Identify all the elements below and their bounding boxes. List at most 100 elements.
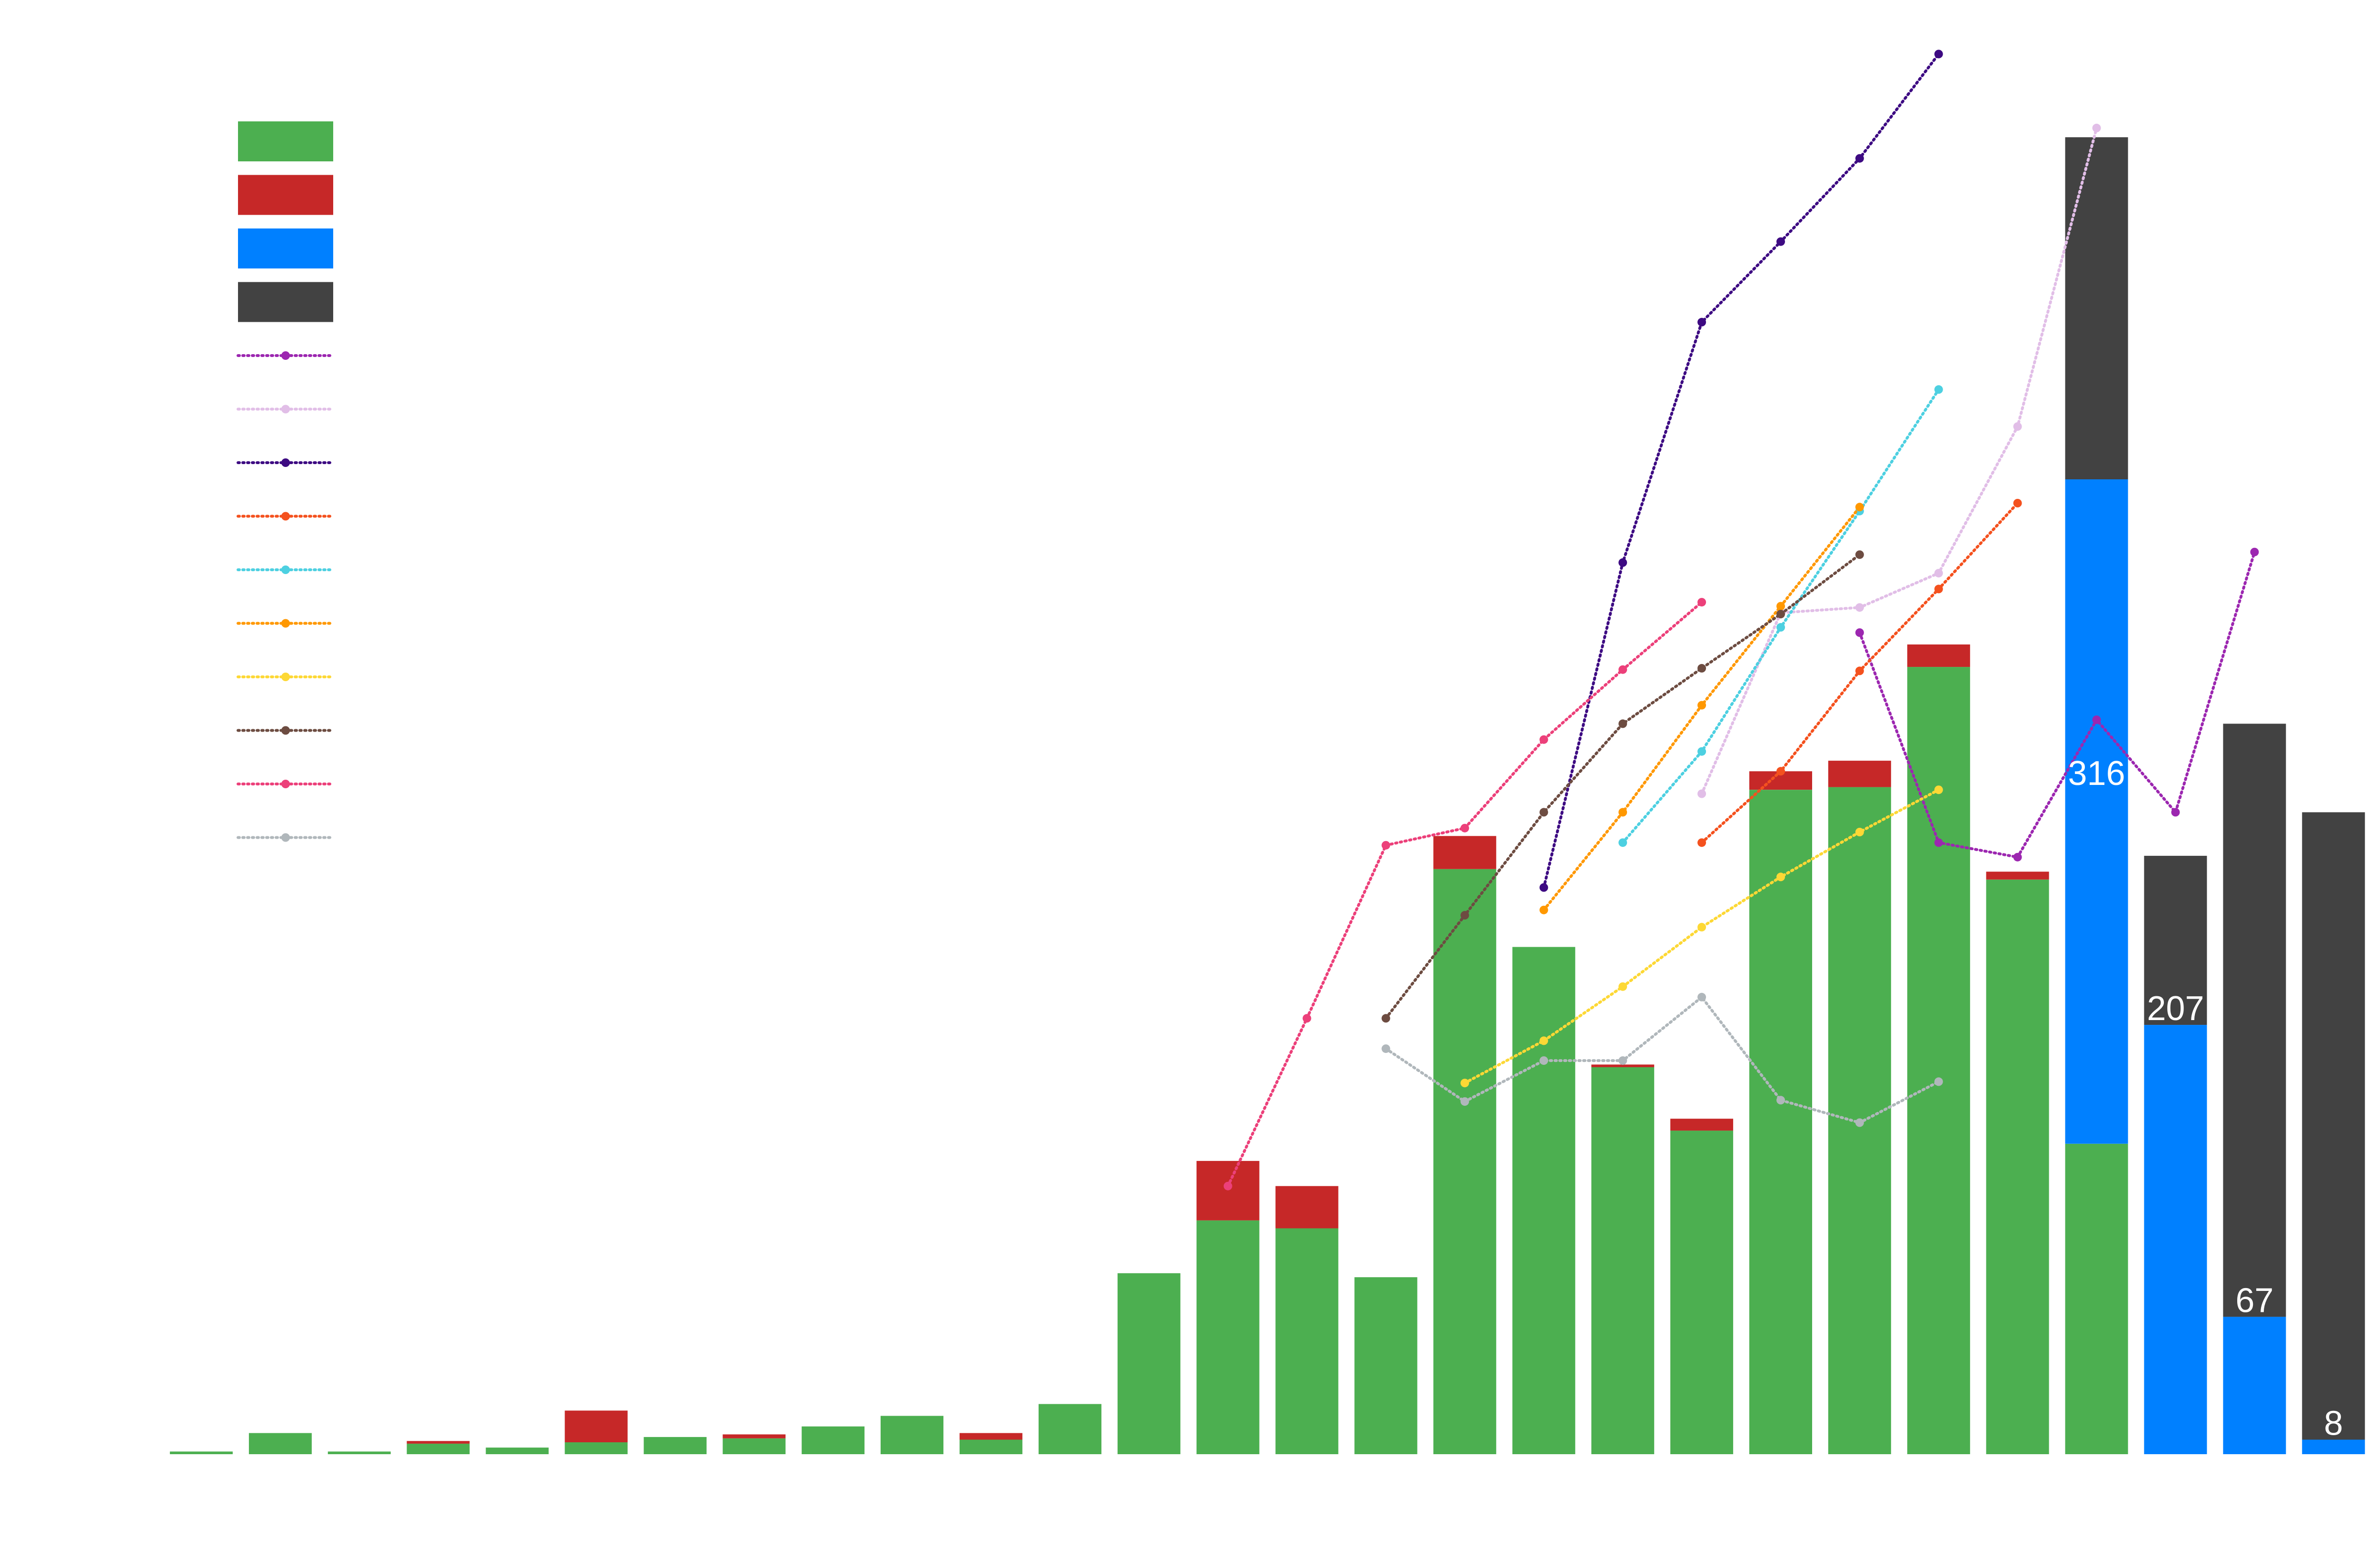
bar-red-19 xyxy=(1591,1064,1655,1067)
bar-green-13 xyxy=(1117,1273,1180,1454)
legend-patch-blue xyxy=(238,228,333,268)
point-indigo-21 xyxy=(1776,237,1785,246)
legend-marker-orange-red xyxy=(281,512,290,521)
point-gray-19 xyxy=(1618,1056,1627,1065)
point-lavender-24 xyxy=(2013,422,2022,431)
point-pink-18 xyxy=(1539,735,1548,744)
point-brown-16 xyxy=(1381,1014,1390,1023)
point-brown-22 xyxy=(1855,550,1864,559)
point-orange-red-21 xyxy=(1776,767,1785,776)
point-lavender-22 xyxy=(1855,603,1864,612)
point-pink-15 xyxy=(1302,1014,1311,1023)
bar-green-6 xyxy=(565,1442,628,1454)
point-yellow-23 xyxy=(1934,785,1943,794)
point-cyan-19 xyxy=(1618,838,1627,847)
point-brown-20 xyxy=(1697,664,1706,673)
point-indigo-23 xyxy=(1934,50,1943,59)
bar-blue-25 xyxy=(2065,479,2128,1144)
bar-green-1 xyxy=(169,1451,233,1454)
bar-green-14 xyxy=(1196,1220,1259,1454)
point-pink-16 xyxy=(1381,841,1390,850)
legend-marker-gray xyxy=(281,833,290,842)
point-brown-17 xyxy=(1460,911,1469,920)
point-lavender-25 xyxy=(2092,123,2101,132)
bar-dark-26 xyxy=(2144,855,2207,1025)
point-orange-21 xyxy=(1776,602,1785,611)
point-indigo-22 xyxy=(1855,154,1864,163)
point-indigo-18 xyxy=(1539,883,1548,892)
bar-blue-27 xyxy=(2223,1317,2286,1454)
bar-green-21 xyxy=(1749,790,1812,1454)
bar-green-2 xyxy=(248,1433,312,1454)
bar-green-19 xyxy=(1591,1067,1655,1454)
bar-green-5 xyxy=(486,1448,549,1454)
bar-red-11 xyxy=(959,1433,1022,1440)
point-yellow-18 xyxy=(1539,1036,1548,1045)
bar-label-28: 8 xyxy=(2324,1405,2343,1443)
bar-red-23 xyxy=(1907,644,1970,667)
legend-marker-yellow xyxy=(281,673,290,681)
legend-patch-red xyxy=(238,175,333,215)
point-orange-red-22 xyxy=(1855,666,1864,675)
bar-green-11 xyxy=(959,1439,1022,1454)
line-lavender xyxy=(1700,126,2098,795)
bar-red-24 xyxy=(1986,872,2049,880)
point-lavender-20 xyxy=(1697,789,1706,798)
legend xyxy=(237,121,335,842)
bar-red-14 xyxy=(1196,1160,1259,1220)
legend-marker-lavender xyxy=(281,405,290,414)
bar-dark-28 xyxy=(2302,812,2365,1440)
point-orange-red-20 xyxy=(1697,838,1706,847)
legend-marker-indigo xyxy=(281,458,290,467)
point-orange-red-23 xyxy=(1934,585,1943,594)
point-purple-24 xyxy=(2013,853,2022,862)
bar-dark-25 xyxy=(2065,137,2128,479)
point-cyan-20 xyxy=(1697,747,1706,756)
line-indigo xyxy=(1542,52,1940,889)
line-purple xyxy=(1858,550,2256,859)
point-pink-19 xyxy=(1618,665,1627,674)
point-gray-21 xyxy=(1776,1096,1785,1105)
point-gray-17 xyxy=(1460,1097,1469,1106)
point-brown-19 xyxy=(1618,719,1627,728)
point-gray-22 xyxy=(1855,1118,1864,1127)
bar-red-15 xyxy=(1275,1186,1339,1229)
bars-layer xyxy=(169,137,2365,1454)
point-yellow-20 xyxy=(1697,922,1706,932)
bar-red-20 xyxy=(1670,1119,1734,1131)
point-yellow-21 xyxy=(1776,873,1785,882)
legend-marker-purple xyxy=(281,351,290,360)
bar-green-15 xyxy=(1275,1228,1339,1454)
line-gray xyxy=(1384,995,1940,1124)
bar-dark-27 xyxy=(2223,724,2286,1317)
point-cyan-21 xyxy=(1776,623,1785,632)
point-orange-18 xyxy=(1539,905,1548,914)
point-pink-14 xyxy=(1223,1181,1232,1190)
point-purple-22 xyxy=(1855,628,1864,637)
bar-red-22 xyxy=(1828,761,1891,787)
point-pink-20 xyxy=(1697,598,1706,607)
point-cyan-23 xyxy=(1934,385,1943,394)
bar-label-25: 316 xyxy=(2068,754,2125,793)
point-gray-16 xyxy=(1381,1044,1390,1053)
point-purple-25 xyxy=(2092,715,2101,724)
bar-label-26: 207 xyxy=(2147,990,2204,1028)
point-gray-18 xyxy=(1539,1056,1548,1065)
bar-red-4 xyxy=(407,1441,470,1444)
point-orange-20 xyxy=(1697,701,1706,710)
bar-green-3 xyxy=(327,1451,391,1454)
point-orange-19 xyxy=(1618,808,1627,817)
legend-marker-brown xyxy=(281,726,290,735)
bar-labels-layer: 3162076783 xyxy=(2068,754,2343,1443)
point-purple-23 xyxy=(1934,838,1943,847)
legend-patch-dark xyxy=(238,282,333,322)
bar-green-18 xyxy=(1512,947,1576,1454)
bar-green-17 xyxy=(1433,869,1497,1454)
bar-green-7 xyxy=(644,1437,707,1454)
point-orange-22 xyxy=(1855,503,1864,512)
legend-marker-cyan xyxy=(281,565,290,574)
bar-green-24 xyxy=(1986,879,2049,1454)
bar-blue-26 xyxy=(2144,1025,2207,1454)
point-indigo-20 xyxy=(1697,317,1706,327)
point-brown-21 xyxy=(1776,610,1785,619)
